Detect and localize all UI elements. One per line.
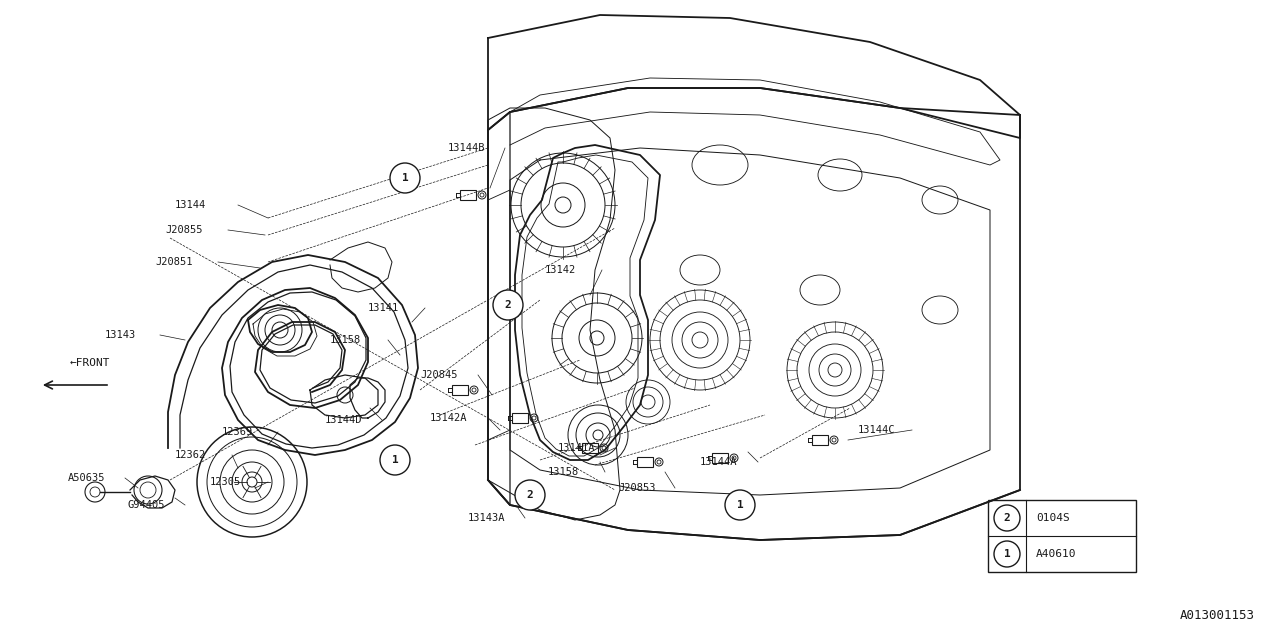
Text: 13143A: 13143A [468, 513, 506, 523]
Text: 13158: 13158 [330, 335, 361, 345]
Text: J20845: J20845 [420, 370, 457, 380]
Text: 13158: 13158 [548, 467, 580, 477]
Text: ←FRONT: ←FRONT [69, 358, 110, 368]
Circle shape [493, 290, 524, 320]
Text: 13144C: 13144C [858, 425, 896, 435]
Text: A013001153: A013001153 [1180, 609, 1254, 622]
Text: 13141A: 13141A [558, 443, 595, 453]
Text: 13142A: 13142A [430, 413, 467, 423]
Circle shape [380, 445, 410, 475]
Text: J20855: J20855 [165, 225, 202, 235]
Text: 2: 2 [1004, 513, 1010, 523]
Text: 12369: 12369 [221, 427, 253, 437]
Text: A40610: A40610 [1036, 549, 1076, 559]
Text: 0104S: 0104S [1036, 513, 1070, 523]
Text: 13144B: 13144B [448, 143, 485, 153]
Text: 13144D: 13144D [325, 415, 362, 425]
Text: 1: 1 [736, 500, 744, 510]
Text: 13142: 13142 [545, 265, 576, 275]
Text: 13144: 13144 [175, 200, 206, 210]
Circle shape [995, 541, 1020, 567]
Text: J20853: J20853 [618, 483, 655, 493]
Text: J20851: J20851 [155, 257, 192, 267]
Circle shape [390, 163, 420, 193]
Circle shape [995, 505, 1020, 531]
Text: 13141: 13141 [369, 303, 399, 313]
Text: 1: 1 [402, 173, 408, 183]
Text: 12305: 12305 [210, 477, 241, 487]
Text: 1: 1 [1004, 549, 1010, 559]
Text: 12362: 12362 [175, 450, 206, 460]
Text: A50635: A50635 [68, 473, 105, 483]
Text: G94405: G94405 [128, 500, 165, 510]
Text: 2: 2 [526, 490, 534, 500]
Text: 13143: 13143 [105, 330, 136, 340]
Circle shape [724, 490, 755, 520]
Text: 13144A: 13144A [700, 457, 737, 467]
Text: 1: 1 [392, 455, 398, 465]
Text: 2: 2 [504, 300, 512, 310]
Circle shape [515, 480, 545, 510]
